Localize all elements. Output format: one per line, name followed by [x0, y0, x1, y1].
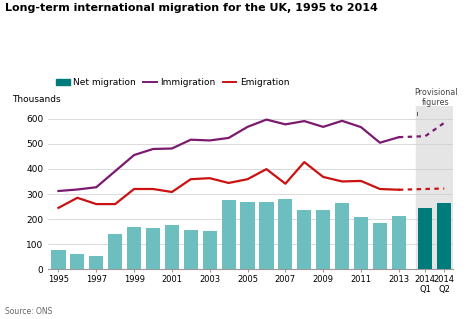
- Bar: [354, 217, 368, 270]
- Bar: [108, 234, 122, 270]
- Bar: [165, 225, 179, 270]
- Bar: [416, 106, 456, 270]
- Bar: [373, 223, 387, 270]
- Bar: [146, 228, 160, 270]
- Bar: [335, 203, 349, 270]
- Bar: [316, 210, 330, 270]
- Bar: [221, 200, 236, 270]
- Bar: [184, 230, 198, 270]
- Text: Thousands: Thousands: [12, 95, 60, 104]
- Bar: [127, 227, 141, 270]
- Legend: Net migration, Immigration, Emigration: Net migration, Immigration, Emigration: [53, 75, 293, 91]
- Bar: [203, 231, 217, 270]
- Bar: [437, 203, 451, 270]
- Text: Source: ONS: Source: ONS: [5, 307, 52, 316]
- Bar: [278, 198, 292, 270]
- Text: Provisional
figures: Provisional figures: [414, 88, 457, 107]
- Bar: [70, 254, 84, 270]
- Bar: [240, 202, 255, 270]
- Bar: [392, 216, 406, 270]
- Bar: [89, 256, 103, 270]
- Bar: [259, 202, 273, 270]
- Bar: [51, 249, 65, 270]
- Bar: [418, 208, 432, 270]
- Bar: [297, 210, 311, 270]
- Text: Long-term international migration for the UK, 1995 to 2014: Long-term international migration for th…: [5, 3, 378, 13]
